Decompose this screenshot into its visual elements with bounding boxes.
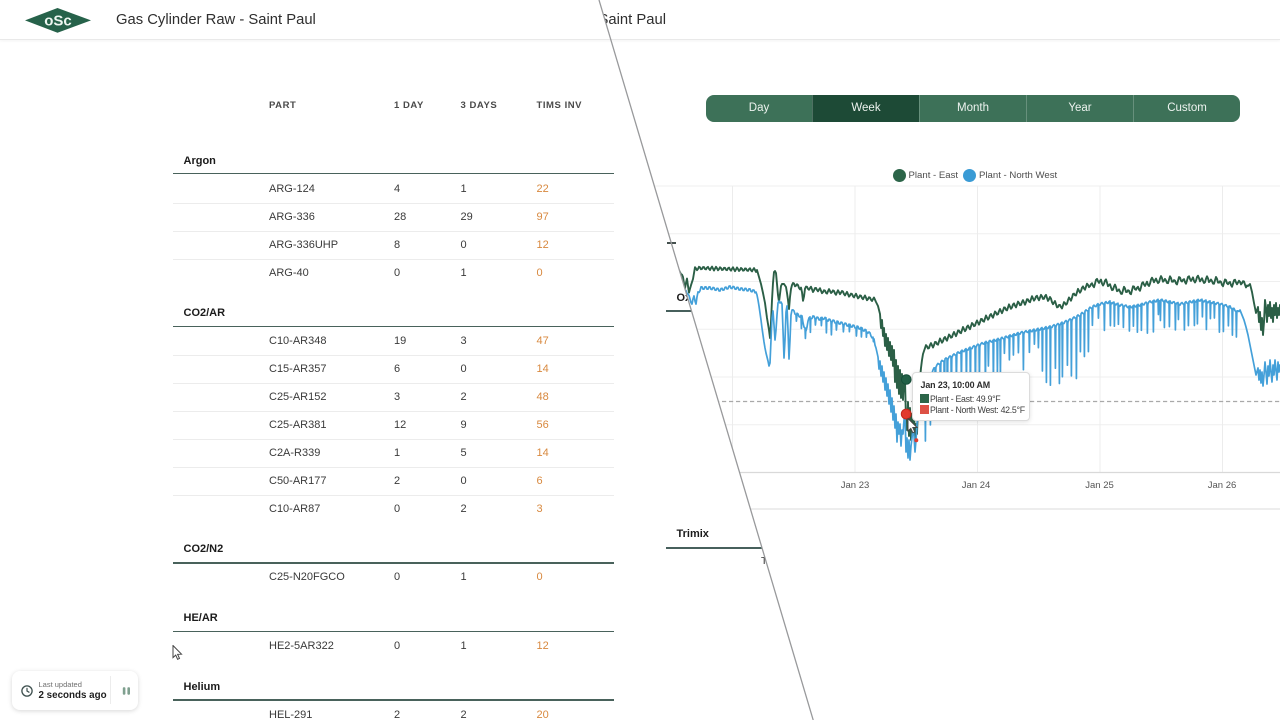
svg-text:oSc: oSc [44, 12, 72, 29]
